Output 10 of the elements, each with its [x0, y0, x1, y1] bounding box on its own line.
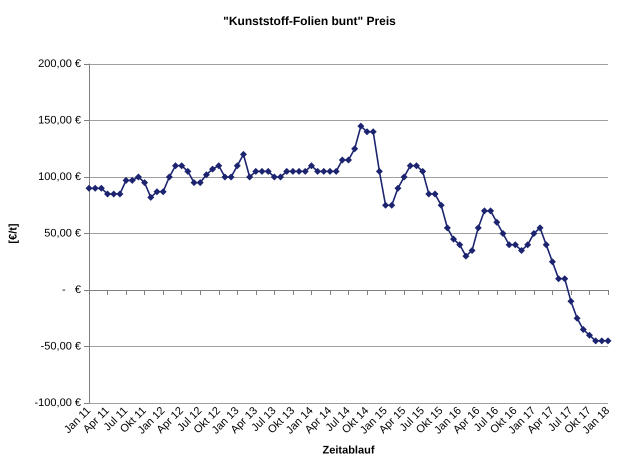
y-axis-title: [€/t]: [8, 223, 20, 244]
y-tick-label: -50,00 €: [40, 340, 81, 352]
x-axis-title: Zeitablauf: [322, 444, 375, 456]
y-tick-label: 100,00 €: [38, 171, 81, 183]
y-tick-label: -100,00 €: [34, 397, 81, 409]
y-tick-label: 150,00 €: [38, 114, 81, 126]
chart-title: "Kunststoff-Folien bunt" Preis: [223, 14, 396, 28]
y-tick-label: - €: [62, 284, 81, 296]
y-tick-label: 50,00 €: [44, 228, 81, 240]
y-tick-label: 200,00 €: [38, 58, 81, 70]
